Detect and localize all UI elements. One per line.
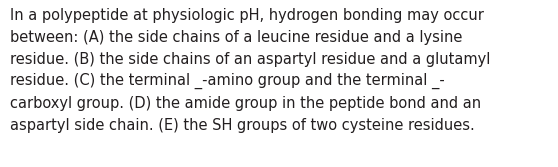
Text: In a polypeptide at physiologic pH, hydrogen bonding may occur
between: (A) the : In a polypeptide at physiologic pH, hydr… <box>10 8 490 133</box>
